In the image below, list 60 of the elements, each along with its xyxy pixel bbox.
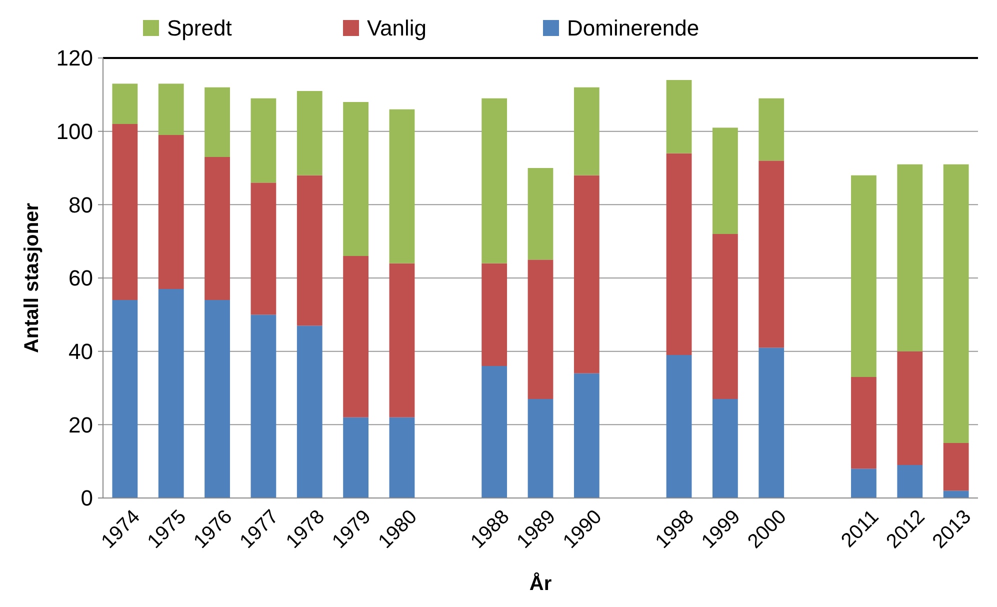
bar — [943, 164, 969, 443]
bar — [758, 98, 784, 161]
bar — [250, 98, 276, 183]
bar — [574, 87, 600, 176]
bar — [389, 109, 415, 264]
bar — [204, 300, 230, 498]
bar — [666, 355, 692, 498]
bar — [666, 153, 692, 355]
bar — [296, 326, 322, 498]
bar — [758, 348, 784, 498]
bar — [482, 263, 508, 366]
bar — [851, 468, 876, 498]
bar — [482, 366, 508, 498]
bar — [528, 168, 554, 260]
bar — [897, 465, 923, 498]
legend-label: Spredt — [167, 16, 232, 41]
bar — [204, 87, 230, 157]
bar — [528, 260, 554, 399]
legend-label: Dominerende — [567, 16, 700, 41]
y-tick-label: 120 — [56, 46, 93, 71]
bar — [712, 128, 738, 234]
bar — [112, 124, 138, 300]
y-tick-label: 40 — [68, 339, 93, 364]
bar — [574, 175, 600, 374]
x-axis-title: År — [529, 572, 552, 595]
bar — [482, 98, 508, 264]
y-tick-label: 100 — [56, 119, 93, 144]
bar — [758, 160, 784, 348]
bar — [943, 443, 969, 491]
bar — [666, 80, 692, 154]
bar — [528, 399, 554, 498]
y-tick-label: 0 — [80, 486, 93, 511]
bar — [851, 377, 876, 469]
y-tick-label: 80 — [68, 192, 93, 218]
y-tick-label: 20 — [68, 412, 93, 438]
bar — [574, 373, 600, 498]
bar — [851, 175, 876, 377]
bar — [204, 157, 230, 300]
bar — [343, 256, 368, 418]
bar — [112, 84, 138, 124]
bar — [712, 399, 738, 498]
bar — [296, 91, 322, 176]
bar — [296, 175, 322, 326]
bar — [250, 314, 276, 498]
bar — [158, 289, 184, 498]
bar — [343, 417, 368, 498]
bar — [250, 182, 276, 315]
bar — [389, 417, 415, 498]
bar — [158, 135, 184, 289]
bar — [712, 234, 738, 399]
bar — [897, 351, 923, 465]
bar — [897, 164, 923, 352]
y-axis-title: Antall stasjoner — [21, 202, 43, 354]
legend-label: Vanlig — [367, 16, 427, 41]
bar — [943, 490, 969, 498]
bar — [343, 102, 368, 256]
y-tick-label: 60 — [68, 266, 93, 291]
bar — [389, 263, 415, 418]
bar — [112, 300, 138, 498]
bar — [158, 84, 184, 135]
